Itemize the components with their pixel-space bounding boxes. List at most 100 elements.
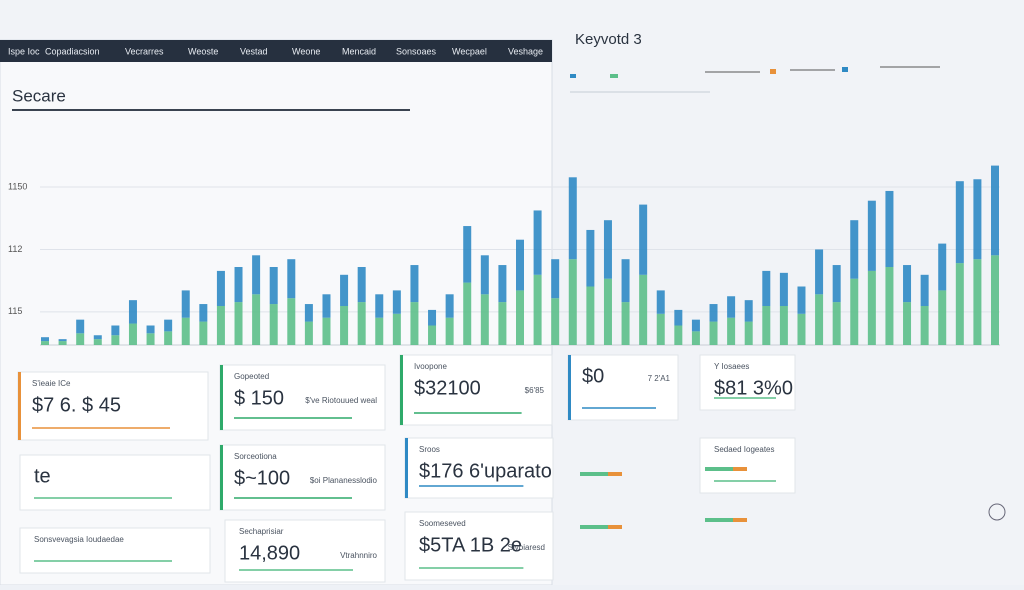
card-note: $6'85 (525, 386, 545, 395)
bar-segment (533, 274, 542, 345)
bar-segment (586, 229, 595, 287)
bar-segment (867, 200, 876, 271)
progress-green (580, 525, 608, 529)
bar-segment (428, 309, 437, 326)
help-icon[interactable] (988, 503, 1006, 521)
card-value: $7 6. $ 45 (32, 394, 121, 416)
progress-green (580, 472, 608, 476)
bar-segment (832, 265, 841, 303)
bar-segment (463, 282, 472, 345)
card-note: $'ve Riotouued weal (305, 396, 377, 405)
bar-segment (674, 309, 683, 326)
bar-segment (885, 190, 894, 267)
card-value: $ 150 (234, 387, 284, 409)
bar-segment (58, 341, 67, 345)
bar-segment (551, 298, 560, 345)
progress-orange (733, 518, 747, 522)
bar-segment (639, 204, 648, 275)
legend-row (570, 66, 940, 78)
legend-swatch (842, 67, 848, 72)
bar-segment (93, 339, 102, 345)
bar-segment (41, 337, 49, 342)
card-value: $0 (582, 365, 604, 387)
card-accent (18, 372, 21, 440)
bar-segment (216, 306, 225, 345)
bar-segment (603, 278, 612, 345)
card-accent (568, 355, 571, 420)
card-accent (405, 438, 408, 498)
y-tick-label: 112 (8, 244, 22, 254)
bar-segment (181, 290, 190, 318)
bar-segment (445, 294, 454, 318)
bar-segment (973, 259, 982, 345)
nav-item: Weoste (188, 46, 218, 56)
card-value: $32100 (414, 377, 481, 399)
bar-segment (93, 335, 102, 340)
bar-segment (797, 313, 806, 345)
bar-segment (463, 226, 472, 283)
bar-segment (762, 270, 771, 306)
bar-segment (815, 249, 824, 295)
bar-segment (340, 274, 349, 306)
bar-segment (216, 270, 225, 306)
bar-segment (920, 306, 929, 345)
card-accent (220, 445, 223, 510)
nav-bar (0, 40, 552, 62)
bar-segment (691, 331, 700, 345)
bar-segment (199, 304, 208, 322)
bar-segment (181, 317, 190, 345)
bar-segment (128, 300, 137, 324)
bar-segment (656, 313, 665, 345)
card (219, 444, 386, 511)
bar-segment (938, 243, 947, 291)
bar-segment (498, 265, 507, 303)
progress-green (705, 518, 733, 522)
bar-segment (287, 298, 296, 345)
card-label: S'ieaie ICe (32, 379, 71, 388)
y-tick-label: 115 (8, 306, 22, 316)
bar-segment (850, 220, 859, 279)
card-label: Soomeseved (419, 519, 466, 528)
card (19, 527, 211, 574)
bar-segment (234, 267, 243, 303)
card-value: $~100 (234, 467, 290, 489)
bar-segment (621, 302, 630, 345)
bar-segment (58, 339, 67, 342)
bar-segment (516, 239, 524, 291)
bar-segment (410, 302, 419, 345)
bar-segment (340, 306, 349, 345)
bar-segment (903, 302, 912, 345)
bar-segment (146, 333, 155, 345)
card-note: $oi Plananesslodio (310, 476, 378, 485)
card-label: Sedaed Iogeates (714, 445, 775, 454)
side-title: Keyvotd 3 (575, 31, 642, 48)
bar-segment (744, 300, 753, 322)
bar-segment (568, 259, 577, 345)
bar-segment (586, 286, 595, 345)
bar-segment (779, 272, 788, 306)
bar-segment (445, 317, 454, 345)
bar-segment (955, 263, 964, 345)
bar-segment (164, 331, 173, 345)
bar-segment (375, 294, 384, 318)
card-label: Gopeoted (234, 372, 269, 381)
bar-segment (252, 294, 261, 345)
card-note: 7 2'A1 (648, 374, 671, 383)
bar-segment (357, 267, 366, 303)
bar-segment (428, 325, 437, 345)
bar-segment (621, 259, 630, 303)
bar-segment (885, 267, 894, 345)
bar-segment (392, 290, 401, 314)
card-value: te (34, 465, 51, 487)
progress-orange (608, 525, 622, 529)
nav-item: Ispe Ioc (8, 46, 40, 56)
bar-segment (973, 179, 982, 260)
bar-segment (252, 255, 261, 295)
card-value: $81 3%0 (714, 377, 793, 399)
bar-segment (199, 321, 208, 345)
bar-segment (76, 319, 85, 334)
bar-segment (410, 265, 419, 303)
bar-segment (991, 165, 999, 256)
bar-segment (991, 255, 999, 345)
